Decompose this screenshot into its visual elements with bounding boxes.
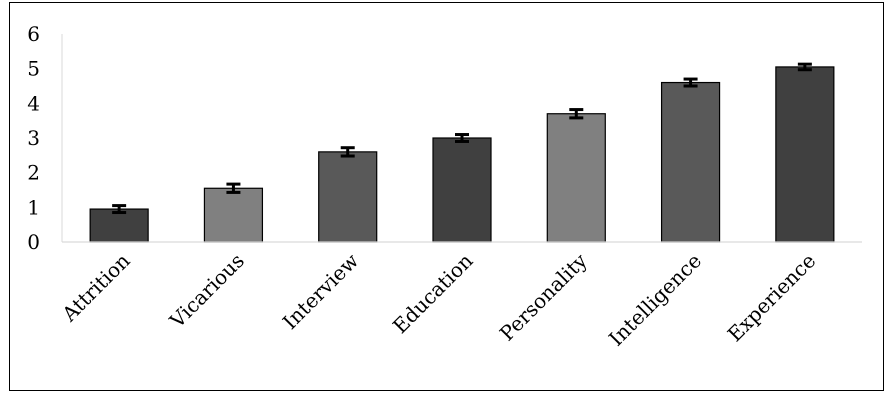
x-tick-label-vicarious: Vicarious — [164, 249, 249, 334]
bars — [89, 66, 835, 243]
bar-experience — [775, 66, 835, 243]
y-tick-label: 0 — [27, 230, 40, 254]
bar-vicarious — [203, 187, 264, 243]
y-tick-label: 6 — [27, 22, 40, 46]
error-bar-vicarious — [226, 182, 241, 194]
bar-personality — [546, 113, 606, 243]
x-tick-label-attrition: Attrition — [57, 248, 135, 326]
x-tick-label-personality: Personality — [495, 248, 593, 346]
error-bar-interview — [340, 146, 355, 158]
bar-attrition — [89, 208, 149, 243]
y-axis: 0 1 2 3 4 5 6 — [27, 22, 63, 254]
error-bar-experience — [797, 62, 812, 72]
bar-intelligence — [660, 81, 721, 243]
error-bars — [112, 62, 812, 215]
x-axis: Attrition Vicarious Interview Education Pers… — [57, 241, 862, 351]
y-tick-label: 2 — [27, 161, 40, 185]
error-bar-education — [455, 133, 469, 143]
y-tick-label: 4 — [27, 91, 40, 115]
bar-interview — [318, 151, 378, 243]
x-tick-label-interview: Interview — [278, 249, 363, 334]
y-tick-label: 3 — [27, 126, 40, 150]
error-bar-attrition — [112, 204, 127, 215]
x-tick-label-experience: Experience — [723, 249, 821, 347]
error-bar-intelligence — [683, 77, 698, 88]
x-tick-label-education: Education — [388, 248, 478, 338]
bar-education — [432, 137, 492, 243]
y-tick-label: 1 — [27, 195, 40, 219]
y-tick-label: 5 — [27, 57, 40, 81]
x-tick-label-intelligence: Intelligence — [604, 249, 706, 351]
error-bar-personality — [569, 108, 584, 120]
